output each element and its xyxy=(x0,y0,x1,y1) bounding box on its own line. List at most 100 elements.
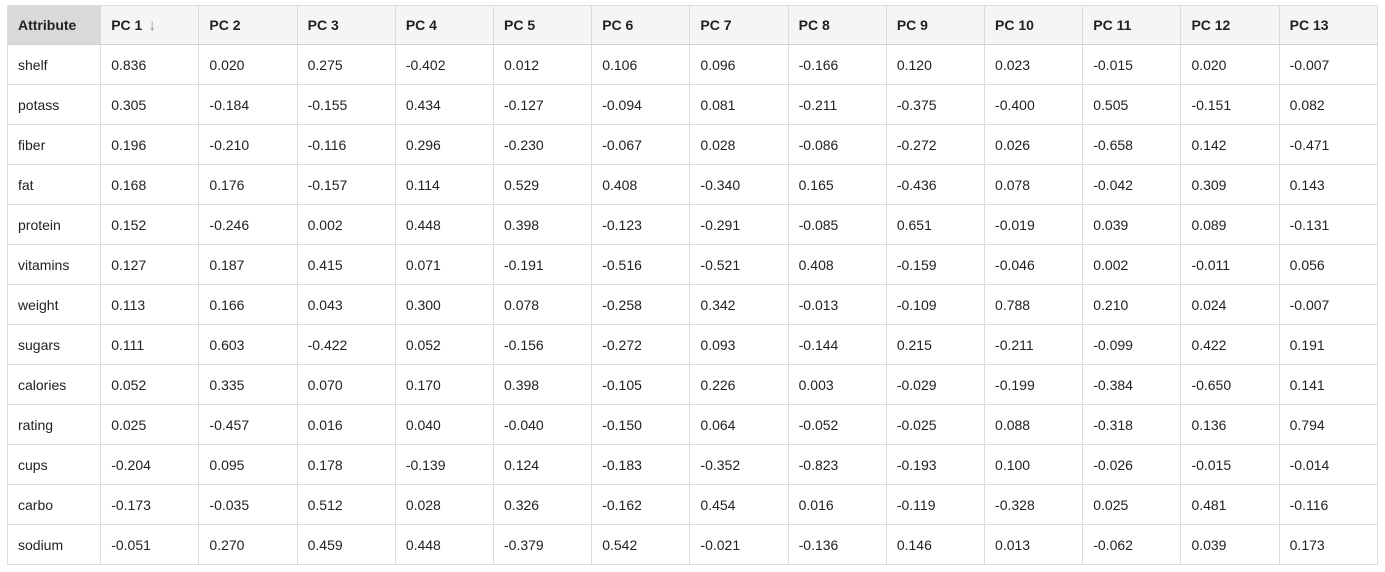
loading-cell: -0.131 xyxy=(1278,204,1379,245)
column-header-pc-3[interactable]: PC 3 xyxy=(296,5,396,45)
column-header-label: PC 4 xyxy=(405,17,437,33)
loading-cell: 0.120 xyxy=(885,44,986,85)
loading-cell: -0.105 xyxy=(591,364,691,405)
column-header-pc-12[interactable]: PC 12 xyxy=(1180,5,1280,45)
column-header-pc-10[interactable]: PC 10 xyxy=(984,5,1084,45)
column-header-pc-9[interactable]: PC 9 xyxy=(885,5,986,45)
loading-cell: -0.230 xyxy=(493,124,593,165)
table-row: fat 0.168 0.176 -0.157 0.114 0.529 0.408 -0.340… xyxy=(6,164,1379,205)
loading-cell: -0.258 xyxy=(591,284,691,325)
loading-cell: -0.352 xyxy=(689,444,789,485)
table-row: vitamins 0.127 0.187 0.415 0.071 -0.191 -0.516… xyxy=(6,244,1379,285)
loading-cell: -0.183 xyxy=(591,444,691,485)
loading-cell: -0.436 xyxy=(885,164,986,205)
column-header-pc-13[interactable]: PC 13 xyxy=(1278,5,1379,45)
loading-cell: 0.024 xyxy=(1180,284,1280,325)
loading-cell: 0.434 xyxy=(394,84,495,125)
loading-cell: 0.300 xyxy=(394,284,495,325)
loading-cell: 0.078 xyxy=(493,284,593,325)
loading-cell: 0.505 xyxy=(1082,84,1182,125)
loading-cell: -0.086 xyxy=(787,124,887,165)
column-header-label: PC 2 xyxy=(209,17,241,33)
table-row: cups -0.204 0.095 0.178 -0.139 0.124 -0.183 -0.… xyxy=(6,444,1379,485)
loading-cell: -0.173 xyxy=(100,484,200,525)
loading-cell: -0.013 xyxy=(787,284,887,325)
loading-cell: 0.013 xyxy=(984,524,1084,565)
loading-cell: 0.542 xyxy=(591,524,691,565)
loading-cell: 0.215 xyxy=(885,324,986,365)
loading-cell: -0.123 xyxy=(591,204,691,245)
column-header-pc-1[interactable]: PC 1 ↓ xyxy=(100,5,200,45)
loading-cell: 0.481 xyxy=(1180,484,1280,525)
column-header-label: PC 3 xyxy=(307,17,339,33)
loading-cell: -0.109 xyxy=(885,284,986,325)
loading-cell: 0.408 xyxy=(787,244,887,285)
loading-cell: 0.089 xyxy=(1180,204,1280,245)
table-body: shelf 0.836 0.020 0.275 -0.402 0.012 0.106 0.09… xyxy=(6,44,1379,565)
loading-cell: -0.204 xyxy=(100,444,200,485)
loading-cell: -0.062 xyxy=(1082,524,1182,565)
column-header-attribute[interactable]: Attribute xyxy=(6,5,102,45)
table-row: potass 0.305 -0.184 -0.155 0.434 -0.127 -0.094… xyxy=(6,84,1379,125)
table-row: calories 0.052 0.335 0.070 0.170 0.398 -0.105 0… xyxy=(6,364,1379,405)
loading-cell: 0.064 xyxy=(689,404,789,445)
column-header-pc-5[interactable]: PC 5 xyxy=(493,5,593,45)
column-header-label: PC 6 xyxy=(602,17,634,33)
loading-cell: 0.836 xyxy=(100,44,200,85)
attribute-cell: weight xyxy=(6,284,102,325)
loading-cell: -0.162 xyxy=(591,484,691,525)
loading-cell: -0.191 xyxy=(493,244,593,285)
loading-cell: -0.246 xyxy=(198,204,298,245)
loading-cell: 0.016 xyxy=(787,484,887,525)
column-header-label: Attribute xyxy=(18,17,77,33)
loading-cell: -0.210 xyxy=(198,124,298,165)
loading-cell: -0.155 xyxy=(296,84,396,125)
loading-cell: 0.025 xyxy=(1082,484,1182,525)
loading-cell: 0.296 xyxy=(394,124,495,165)
loading-cell: -0.015 xyxy=(1180,444,1280,485)
loading-cell: 0.043 xyxy=(296,284,396,325)
loading-cell: -0.658 xyxy=(1082,124,1182,165)
loading-cell: 0.136 xyxy=(1180,404,1280,445)
loading-cell: 0.002 xyxy=(1082,244,1182,285)
column-header-pc-8[interactable]: PC 8 xyxy=(787,5,887,45)
loading-cell: 0.794 xyxy=(1278,404,1379,445)
column-header-pc-6[interactable]: PC 6 xyxy=(591,5,691,45)
loading-cell: 0.166 xyxy=(198,284,298,325)
loading-cell: -0.021 xyxy=(689,524,789,565)
loading-cell: 0.020 xyxy=(1180,44,1280,85)
loading-cell: 0.088 xyxy=(984,404,1084,445)
column-header-pc-2[interactable]: PC 2 xyxy=(198,5,298,45)
loading-cell: -0.375 xyxy=(885,84,986,125)
table-header-row: Attribute PC 1 ↓ PC 2 PC 3 PC 4 PC 5 PC 6 PC 7 PC… xyxy=(6,5,1379,45)
loading-cell: 0.143 xyxy=(1278,164,1379,205)
loading-cell: -0.085 xyxy=(787,204,887,245)
loading-cell: 0.191 xyxy=(1278,324,1379,365)
attribute-cell: fat xyxy=(6,164,102,205)
loading-cell: 0.095 xyxy=(198,444,298,485)
loading-cell: -0.151 xyxy=(1180,84,1280,125)
loading-cell: -0.516 xyxy=(591,244,691,285)
column-header-label: PC 7 xyxy=(700,17,732,33)
loading-cell: -0.166 xyxy=(787,44,887,85)
table-row: fiber 0.196 -0.210 -0.116 0.296 -0.230 -0.067 0… xyxy=(6,124,1379,165)
column-header-pc-4[interactable]: PC 4 xyxy=(394,5,495,45)
column-header-pc-11[interactable]: PC 11 xyxy=(1082,5,1182,45)
loading-cell: 0.178 xyxy=(296,444,396,485)
loading-cell: 0.056 xyxy=(1278,244,1379,285)
attribute-cell: potass xyxy=(6,84,102,125)
loading-cell: 0.398 xyxy=(493,204,593,245)
loading-cell: 0.124 xyxy=(493,444,593,485)
loading-cell: 0.275 xyxy=(296,44,396,85)
column-header-pc-7[interactable]: PC 7 xyxy=(689,5,789,45)
loading-cell: 0.114 xyxy=(394,164,495,205)
column-header-label: PC 11 xyxy=(1093,17,1132,33)
pca-table-container: Attribute PC 1 ↓ PC 2 PC 3 PC 4 PC 5 PC 6 PC 7 PC… xyxy=(6,5,1379,565)
column-header-label: PC 8 xyxy=(798,17,830,33)
loading-cell: -0.402 xyxy=(394,44,495,85)
loading-cell: -0.184 xyxy=(198,84,298,125)
column-header-label: PC 9 xyxy=(896,17,928,33)
loading-cell: -0.094 xyxy=(591,84,691,125)
loading-cell: 0.408 xyxy=(591,164,691,205)
loading-cell: -0.156 xyxy=(493,324,593,365)
